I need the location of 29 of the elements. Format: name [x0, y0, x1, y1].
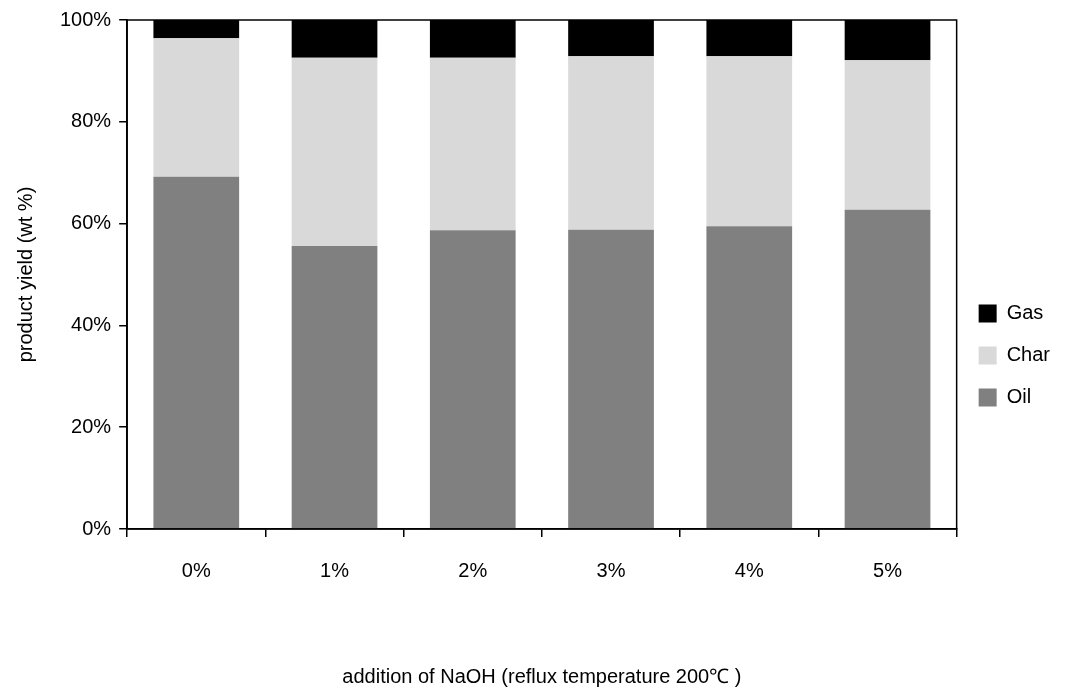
legend-label: Oil	[1006, 385, 1032, 408]
y-tick-label: 20%	[71, 414, 112, 437]
x-axis-title: addition of NaOH (reflux temperature 200℃ )	[342, 664, 742, 687]
y-tick-label: 0%	[82, 516, 112, 539]
y-tick-label: 60%	[71, 211, 112, 234]
bar	[568, 229, 654, 529]
bar	[153, 38, 240, 177]
x-tick-label: 3%	[596, 558, 626, 581]
legend-label: Gas	[1006, 301, 1044, 324]
y-tick-label: 80%	[71, 109, 112, 132]
legend-label: Char	[1006, 343, 1051, 366]
bar	[706, 56, 793, 227]
bar	[291, 57, 378, 246]
x-tick-label: 2%	[458, 558, 488, 581]
bar	[291, 246, 378, 529]
bar	[153, 176, 240, 529]
x-tick-label: 0%	[181, 558, 211, 581]
bar	[844, 60, 931, 210]
bar	[568, 56, 654, 230]
bar	[844, 209, 931, 529]
y-axis-title: product yield (wt %)	[13, 186, 36, 363]
bar	[429, 57, 516, 231]
x-tick-label: 1%	[320, 558, 350, 581]
x-tick-label: 4%	[734, 558, 764, 581]
y-tick-label: 100%	[60, 7, 112, 30]
y-tick-label: 40%	[71, 312, 112, 335]
x-tick-label: 5%	[873, 558, 903, 581]
bar	[429, 230, 516, 529]
bar	[706, 226, 793, 529]
